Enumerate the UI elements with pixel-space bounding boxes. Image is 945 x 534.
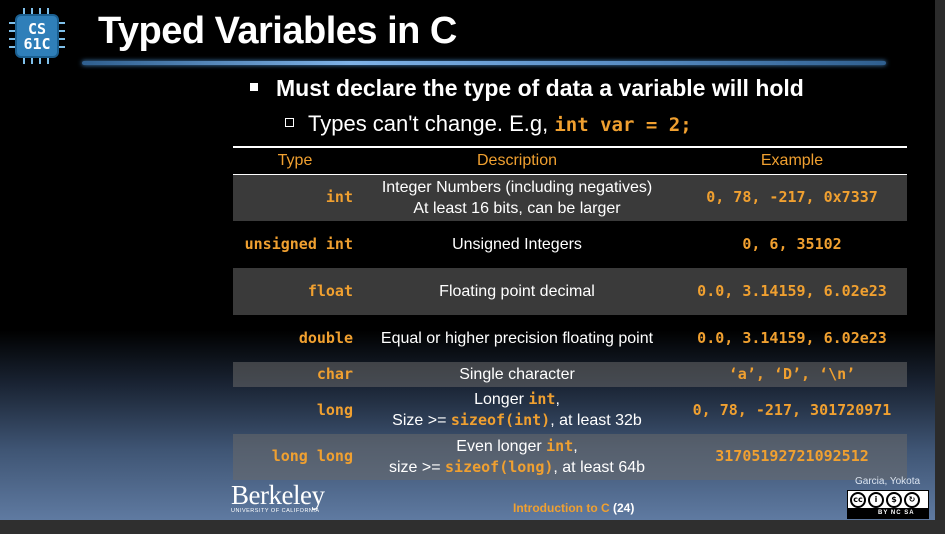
slide: CS 61C Typed Variables in C Must declare… <box>0 0 935 520</box>
description-cell: Single character <box>357 361 677 387</box>
table-row-float: float Floating point decimal 0.0, 3.1415… <box>233 267 907 315</box>
type-cell: long long <box>233 433 357 480</box>
bullet-hollow-square-icon <box>285 117 294 127</box>
table-row-long-long: long long Even longer int, size >= sizeo… <box>233 433 907 480</box>
by-person-icon: i <box>868 492 884 508</box>
example-cell: 0, 78, -217, 301720971 <box>692 400 892 419</box>
description-cell: Equal or higher precision floating point <box>380 329 654 347</box>
example-cell: ‘a’, ‘D’, ‘\n’ <box>677 361 907 387</box>
description-cell: Floating point decimal <box>357 267 677 315</box>
description-cell: Integer Numbers (including negatives) At… <box>357 174 677 221</box>
table-row-unsigned-int: unsigned int Unsigned Integers 0, 6, 351… <box>233 221 907 268</box>
berkeley-logo: Berkeley UNIVERSITY OF CALIFORNIA <box>231 480 325 515</box>
types-table: Type Description Example int Integer Num… <box>233 146 907 480</box>
desc-line: Integer Numbers (including negatives) <box>381 178 653 196</box>
desc-text: , at least 64b <box>553 458 646 476</box>
desc-code: int <box>528 390 556 408</box>
license-label: BY NC SA <box>848 508 928 518</box>
course-text: Introduction to C <box>513 501 610 515</box>
desc-text: , at least 32b <box>550 412 642 429</box>
table-row-long: long Longer int, Size >= sizeof(int), at… <box>233 387 907 434</box>
desc-text: , <box>573 437 578 455</box>
bullet-main: Must declare the type of data a variable… <box>250 75 804 102</box>
cc-icon: cc <box>850 492 866 508</box>
desc-code: int <box>546 436 574 455</box>
type-cell: long <box>316 400 353 419</box>
bullet-sub: Types can't change. E.g, int var = 2; <box>285 111 692 137</box>
example-cell: 0, 78, -217, 0x7337 <box>677 174 907 221</box>
example-cell: 0.0, 3.14159, 6.02e23 <box>677 267 907 315</box>
table-header-row: Type Description Example <box>233 146 907 175</box>
university-sub: UNIVERSITY OF CALIFORNIA <box>231 508 320 514</box>
example-cell: 31705192721092512 <box>677 433 907 480</box>
desc-text: Longer <box>474 391 529 408</box>
logo-text-line2: 61C <box>23 35 51 53</box>
bullet-square-icon <box>250 82 258 91</box>
authors: Garcia, Yokota <box>855 476 921 487</box>
example-cell: 0, 6, 35102 <box>742 234 842 253</box>
type-cell: unsigned int <box>244 234 353 253</box>
desc-text: size >= <box>388 458 446 476</box>
example-cell: 0.0, 3.14159, 6.02e23 <box>697 328 887 347</box>
type-cell: char <box>233 361 357 387</box>
vertical-scrollbar[interactable] <box>935 0 945 534</box>
slide-title: Typed Variables in C <box>98 10 457 52</box>
bullet-sub-code: int var = 2; <box>554 114 692 136</box>
table-row-int: int Integer Numbers (including negatives… <box>233 174 907 221</box>
logo-chip: CS 61C <box>15 14 59 58</box>
header-example: Example <box>677 146 907 175</box>
desc-text: , <box>555 391 560 408</box>
description-cell: Longer int, Size >= sizeof(int), at leas… <box>357 387 677 434</box>
footer-course: Introduction to C (24) <box>513 501 634 515</box>
type-cell: int <box>233 174 357 221</box>
bullet-main-text: Must declare the type of data a variable… <box>276 75 804 101</box>
page-number: (24) <box>613 501 635 515</box>
title-underline <box>82 61 886 65</box>
cs61c-logo: CS 61C <box>9 8 65 64</box>
bullet-sub-text: Types can't change. E.g, <box>308 111 555 136</box>
type-cell: double <box>298 328 353 347</box>
table-row-double: double Equal or higher precision floatin… <box>233 315 907 362</box>
table-row-char: char Single character ‘a’, ‘D’, ‘\n’ <box>233 361 907 387</box>
description-cell: Unsigned Integers <box>452 235 582 253</box>
bottom-strip <box>0 520 945 534</box>
logo-text-line1: CS <box>27 20 47 38</box>
desc-line: At least 16 bits, can be larger <box>413 199 621 217</box>
cc-license-badge: cc i $ ↻ BY NC SA <box>847 490 929 519</box>
header-type: Type <box>233 146 357 175</box>
university-name: Berkeley <box>231 480 325 510</box>
description-cell: Even longer int, size >= sizeof(long), a… <box>357 433 677 480</box>
nc-dollar-icon: $ <box>886 492 902 508</box>
desc-code: sizeof(long) <box>445 457 554 476</box>
type-cell: float <box>233 267 357 315</box>
desc-code: sizeof(int) <box>450 411 551 429</box>
desc-text: Size >= <box>392 412 451 429</box>
header-description: Description <box>357 146 677 175</box>
desc-text: Even longer <box>456 437 547 455</box>
sa-share-icon: ↻ <box>904 492 920 508</box>
